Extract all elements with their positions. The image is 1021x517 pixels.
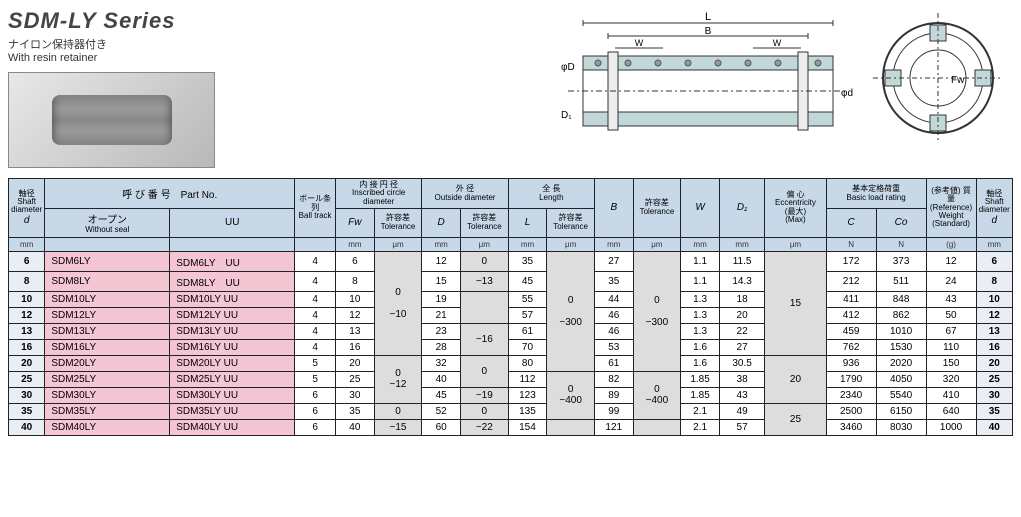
svg-text:B: B (705, 26, 712, 37)
bearing-render (52, 95, 172, 145)
table-body: 6 SDM6LYSDM6LY UU 46 0−10 120 35 0−300 2… (9, 251, 1013, 435)
table-row: 6 SDM6LYSDM6LY UU 46 0−10 120 35 0−300 2… (9, 251, 1013, 271)
spec-table: 軸径Shaft diameterd 呼 び 番 号 Part No. ボール条列… (8, 178, 1013, 436)
svg-text:Fw: Fw (951, 75, 965, 86)
table-row: 16 SDM16LYSDM16LY UU 416 28 7053 1.627 7… (9, 339, 1013, 355)
section-diagram: L B W W φD D₁ φd (553, 8, 853, 148)
table-row: 13 SDM13LYSDM13LY UU 413 23−16 6146 1.32… (9, 323, 1013, 339)
title-block: SDM-LY Series ナイロン保持器付き With resin retai… (8, 8, 215, 168)
diagram-area: L B W W φD D₁ φd (235, 8, 1013, 148)
table-row: 10 SDM10LYSDM10LY UU 410 19 5544 1.318 4… (9, 291, 1013, 307)
subtitle-en: With resin retainer (8, 52, 215, 64)
table-row: 25 SDM25LYSDM25LY UU 525 40 112 0−400 82… (9, 371, 1013, 387)
table-row: 12 SDM12LYSDM12LY UU 412 21 5746 1.320 4… (9, 307, 1013, 323)
table-row: 40 SDM40LYSDM40LY UU 640 −15 60−22 154 1… (9, 419, 1013, 435)
svg-text:D₁: D₁ (561, 110, 572, 121)
svg-text:φD: φD (561, 62, 575, 73)
subtitle-jp: ナイロン保持器付き (8, 36, 215, 52)
series-title: SDM-LY Series (8, 8, 215, 34)
table-row: 30 SDM30LYSDM30LY UU 630 45−19 12389 1.8… (9, 387, 1013, 403)
front-diagram: Fw (873, 13, 1003, 143)
product-photo (8, 72, 215, 168)
svg-text:W: W (635, 38, 644, 48)
table-row: 20 SDM20LYSDM20LY UU 520 0−12 320 8061 1… (9, 355, 1013, 371)
svg-text:L: L (705, 11, 711, 23)
table-row: 8 SDM8LYSDM8LY UU 48 15−13 4535 1.114.3 … (9, 271, 1013, 291)
svg-text:W: W (773, 38, 782, 48)
svg-text:φd: φd (841, 88, 853, 99)
table-head: 軸径Shaft diameterd 呼 び 番 号 Part No. ボール条列… (9, 179, 1013, 252)
table-row: 35 SDM35LYSDM35LY UU 635 0 520 13599 2.1… (9, 403, 1013, 419)
header-area: SDM-LY Series ナイロン保持器付き With resin retai… (8, 8, 1013, 168)
